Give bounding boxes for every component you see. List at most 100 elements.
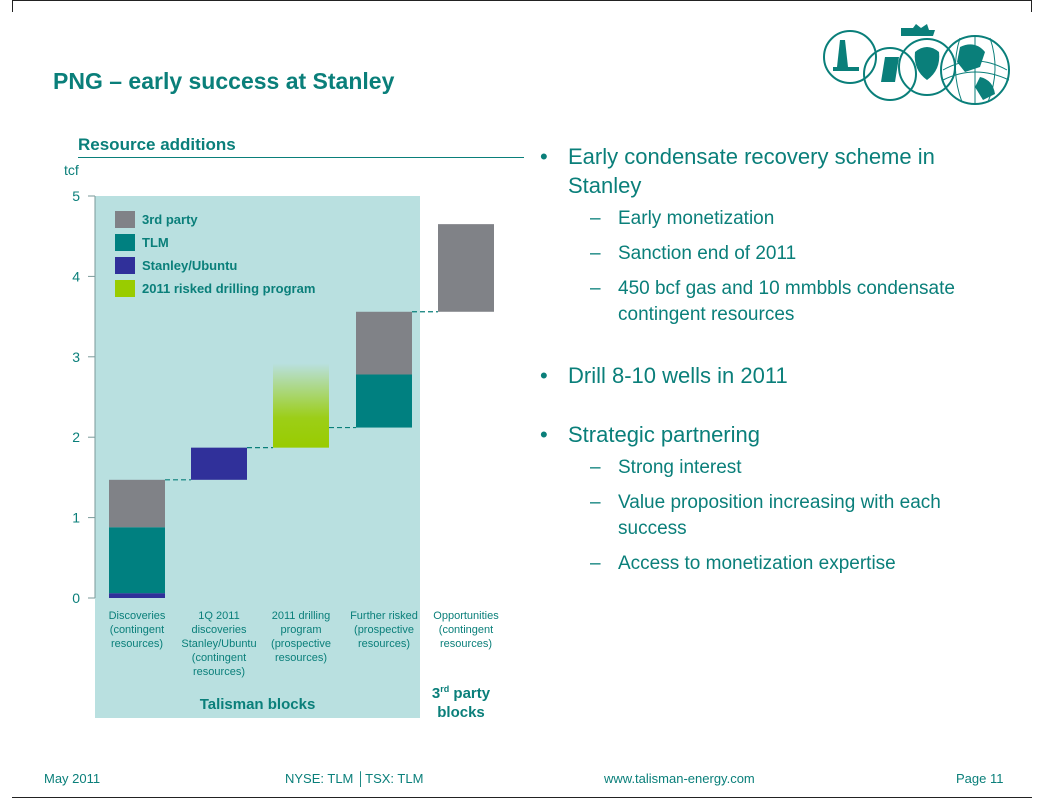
sub-bullet-item: – Access to monetization expertise bbox=[540, 551, 1010, 577]
bar-segment bbox=[356, 311, 412, 375]
x-category-label: Further risked (prospective resources) bbox=[343, 609, 425, 651]
legend-label: 2011 risked drilling program bbox=[142, 281, 316, 296]
sub-bullet-dash-icon: – bbox=[590, 457, 601, 478]
third-party-sup: rd bbox=[440, 684, 450, 694]
bullet-gap bbox=[540, 337, 1010, 361]
bar-segment bbox=[438, 224, 494, 312]
bullet-dot-icon: • bbox=[540, 363, 548, 388]
x-category-label-line: resources) bbox=[440, 638, 492, 650]
resource-title-rule bbox=[78, 157, 524, 158]
legend-swatch bbox=[115, 257, 135, 274]
y-tick-label: 4 bbox=[72, 268, 80, 284]
sub-bullet-text: Early monetization bbox=[618, 208, 775, 229]
x-category-label-line: discoveries bbox=[191, 624, 247, 636]
bullet-text: Drill 8-10 wells in 2011 bbox=[568, 363, 788, 388]
bar-segment bbox=[109, 479, 165, 528]
bullet-dot-icon: • bbox=[540, 144, 548, 169]
sub-bullet-item: – Value proposition increasing with each … bbox=[540, 490, 1010, 542]
y-tick-label: 1 bbox=[72, 510, 80, 526]
legend-item: 3rd party bbox=[115, 208, 315, 231]
x-category-label-line: 1Q 2011 bbox=[198, 610, 240, 622]
legend-item: 2011 risked drilling program bbox=[115, 277, 315, 300]
bar-segment bbox=[191, 447, 247, 480]
third-party-blocks-label: 3rd party blocks bbox=[420, 680, 502, 722]
resource-chart-title: Resource additions bbox=[78, 135, 236, 154]
legend-swatch bbox=[115, 211, 135, 228]
sub-bullet-dash-icon: – bbox=[590, 208, 601, 229]
talisman-blocks-panel bbox=[95, 196, 420, 718]
sub-bullet-item: – Early monetization bbox=[540, 206, 1010, 232]
bar-segment bbox=[109, 593, 165, 598]
sub-bullet-text: 450 bcf gas and 10 mmbbls condensate con… bbox=[618, 278, 955, 325]
x-category-label-line: (prospective bbox=[271, 638, 331, 650]
x-category-label-line: 2011 drilling bbox=[271, 610, 331, 622]
x-category-label-line: Stanley/Ubuntu bbox=[181, 638, 257, 650]
bullet-gap bbox=[540, 396, 1010, 420]
bar-segment bbox=[273, 363, 329, 448]
x-category-label-line: Opportunities bbox=[433, 610, 499, 622]
y-tick-label: 0 bbox=[72, 590, 80, 606]
x-category-label-line: (contingent bbox=[438, 624, 494, 636]
legend-label: Stanley/Ubuntu bbox=[142, 258, 238, 273]
talisman-blocks-label: Talisman blocks bbox=[199, 696, 316, 713]
third-party-pre: 3 bbox=[431, 685, 441, 702]
top-border bbox=[12, 0, 1032, 1]
y-tick-label: 3 bbox=[72, 349, 80, 365]
x-category-label: 1Q 2011 discoveries Stanley/Ubuntu (conting… bbox=[178, 609, 260, 679]
bullet-item: • Strategic partnering bbox=[540, 420, 1010, 449]
legend-label: 3rd party bbox=[142, 212, 198, 227]
legend-label: TLM bbox=[142, 235, 169, 250]
sub-bullet-text: Value proposition increasing with each s… bbox=[618, 492, 941, 539]
x-category-label-line: (contingent bbox=[191, 652, 247, 664]
footer-page-number: Page 11 bbox=[956, 771, 1004, 786]
sub-bullet-dash-icon: – bbox=[590, 492, 601, 513]
x-category-label-line: (prospective bbox=[354, 624, 414, 636]
x-category-label-line: resources) bbox=[193, 666, 245, 678]
bar-segment bbox=[356, 374, 412, 428]
bullet-text: Early condensate recovery scheme in Stan… bbox=[568, 144, 935, 198]
bullet-text: Strategic partnering bbox=[568, 422, 760, 447]
chart-legend: 3rd party TLM Stanley/Ubuntu 2011 risked dr… bbox=[115, 208, 315, 300]
sub-bullet-item: – Strong interest bbox=[540, 455, 1010, 481]
bullet-dot-icon: • bbox=[540, 422, 548, 447]
sub-bullet-dash-icon: – bbox=[590, 243, 601, 264]
footer-url[interactable]: www.talisman-energy.com bbox=[604, 771, 755, 786]
left-border bbox=[12, 0, 13, 12]
slide-title: PNG – early success at Stanley bbox=[53, 68, 395, 94]
bullet-item: • Early condensate recovery scheme in Sta… bbox=[540, 142, 1010, 200]
sub-bullet-text: Strong interest bbox=[618, 457, 742, 478]
bullet-list: • Early condensate recovery scheme in Sta… bbox=[540, 142, 1010, 586]
x-category-label-line: Further risked bbox=[350, 610, 418, 622]
legend-swatch bbox=[115, 280, 135, 297]
x-category-label-line: Discoveries bbox=[108, 610, 166, 622]
footer-ticker: NYSE: TLM │TSX: TLM bbox=[285, 771, 424, 786]
x-category-label-line: resources) bbox=[275, 652, 327, 664]
legend-item: TLM bbox=[115, 231, 315, 254]
sub-bullet-text: Sanction end of 2011 bbox=[618, 243, 797, 264]
talisman-globe-logo bbox=[823, 24, 1010, 105]
sub-bullet-text: Access to monetization expertise bbox=[618, 553, 896, 574]
third-party-line2: blocks bbox=[437, 704, 485, 721]
x-category-label: 2011 drilling program (prospective resource… bbox=[260, 609, 342, 665]
y-tick-label: 2 bbox=[72, 429, 80, 445]
bullet-item: • Drill 8-10 wells in 2011 bbox=[540, 361, 1010, 390]
right-border bbox=[1031, 0, 1032, 12]
x-category-label-line: resources) bbox=[111, 638, 163, 650]
legend-item: Stanley/Ubuntu bbox=[115, 254, 315, 277]
x-category-label: Opportunities (contingent resources) bbox=[425, 609, 507, 651]
footer-date: May 2011 bbox=[44, 771, 101, 786]
legend-swatch bbox=[115, 234, 135, 251]
bar-segment bbox=[109, 527, 165, 594]
x-category-label-line: (contingent bbox=[109, 624, 165, 636]
y-axis-unit: tcf bbox=[64, 162, 79, 178]
sub-bullet-item: – Sanction end of 2011 bbox=[540, 241, 1010, 267]
x-category-label: Discoveries (contingent resources) bbox=[96, 609, 178, 651]
sub-bullet-item: –450 bcf gas and 10 mmbbls condensate co… bbox=[540, 276, 1010, 328]
bottom-border bbox=[12, 797, 1032, 798]
sub-bullet-dash-icon: – bbox=[590, 278, 601, 299]
third-party-post: party bbox=[449, 685, 491, 702]
x-category-label-line: resources) bbox=[358, 638, 410, 650]
x-category-label-line: program bbox=[280, 624, 322, 636]
y-tick-label: 5 bbox=[72, 188, 80, 204]
